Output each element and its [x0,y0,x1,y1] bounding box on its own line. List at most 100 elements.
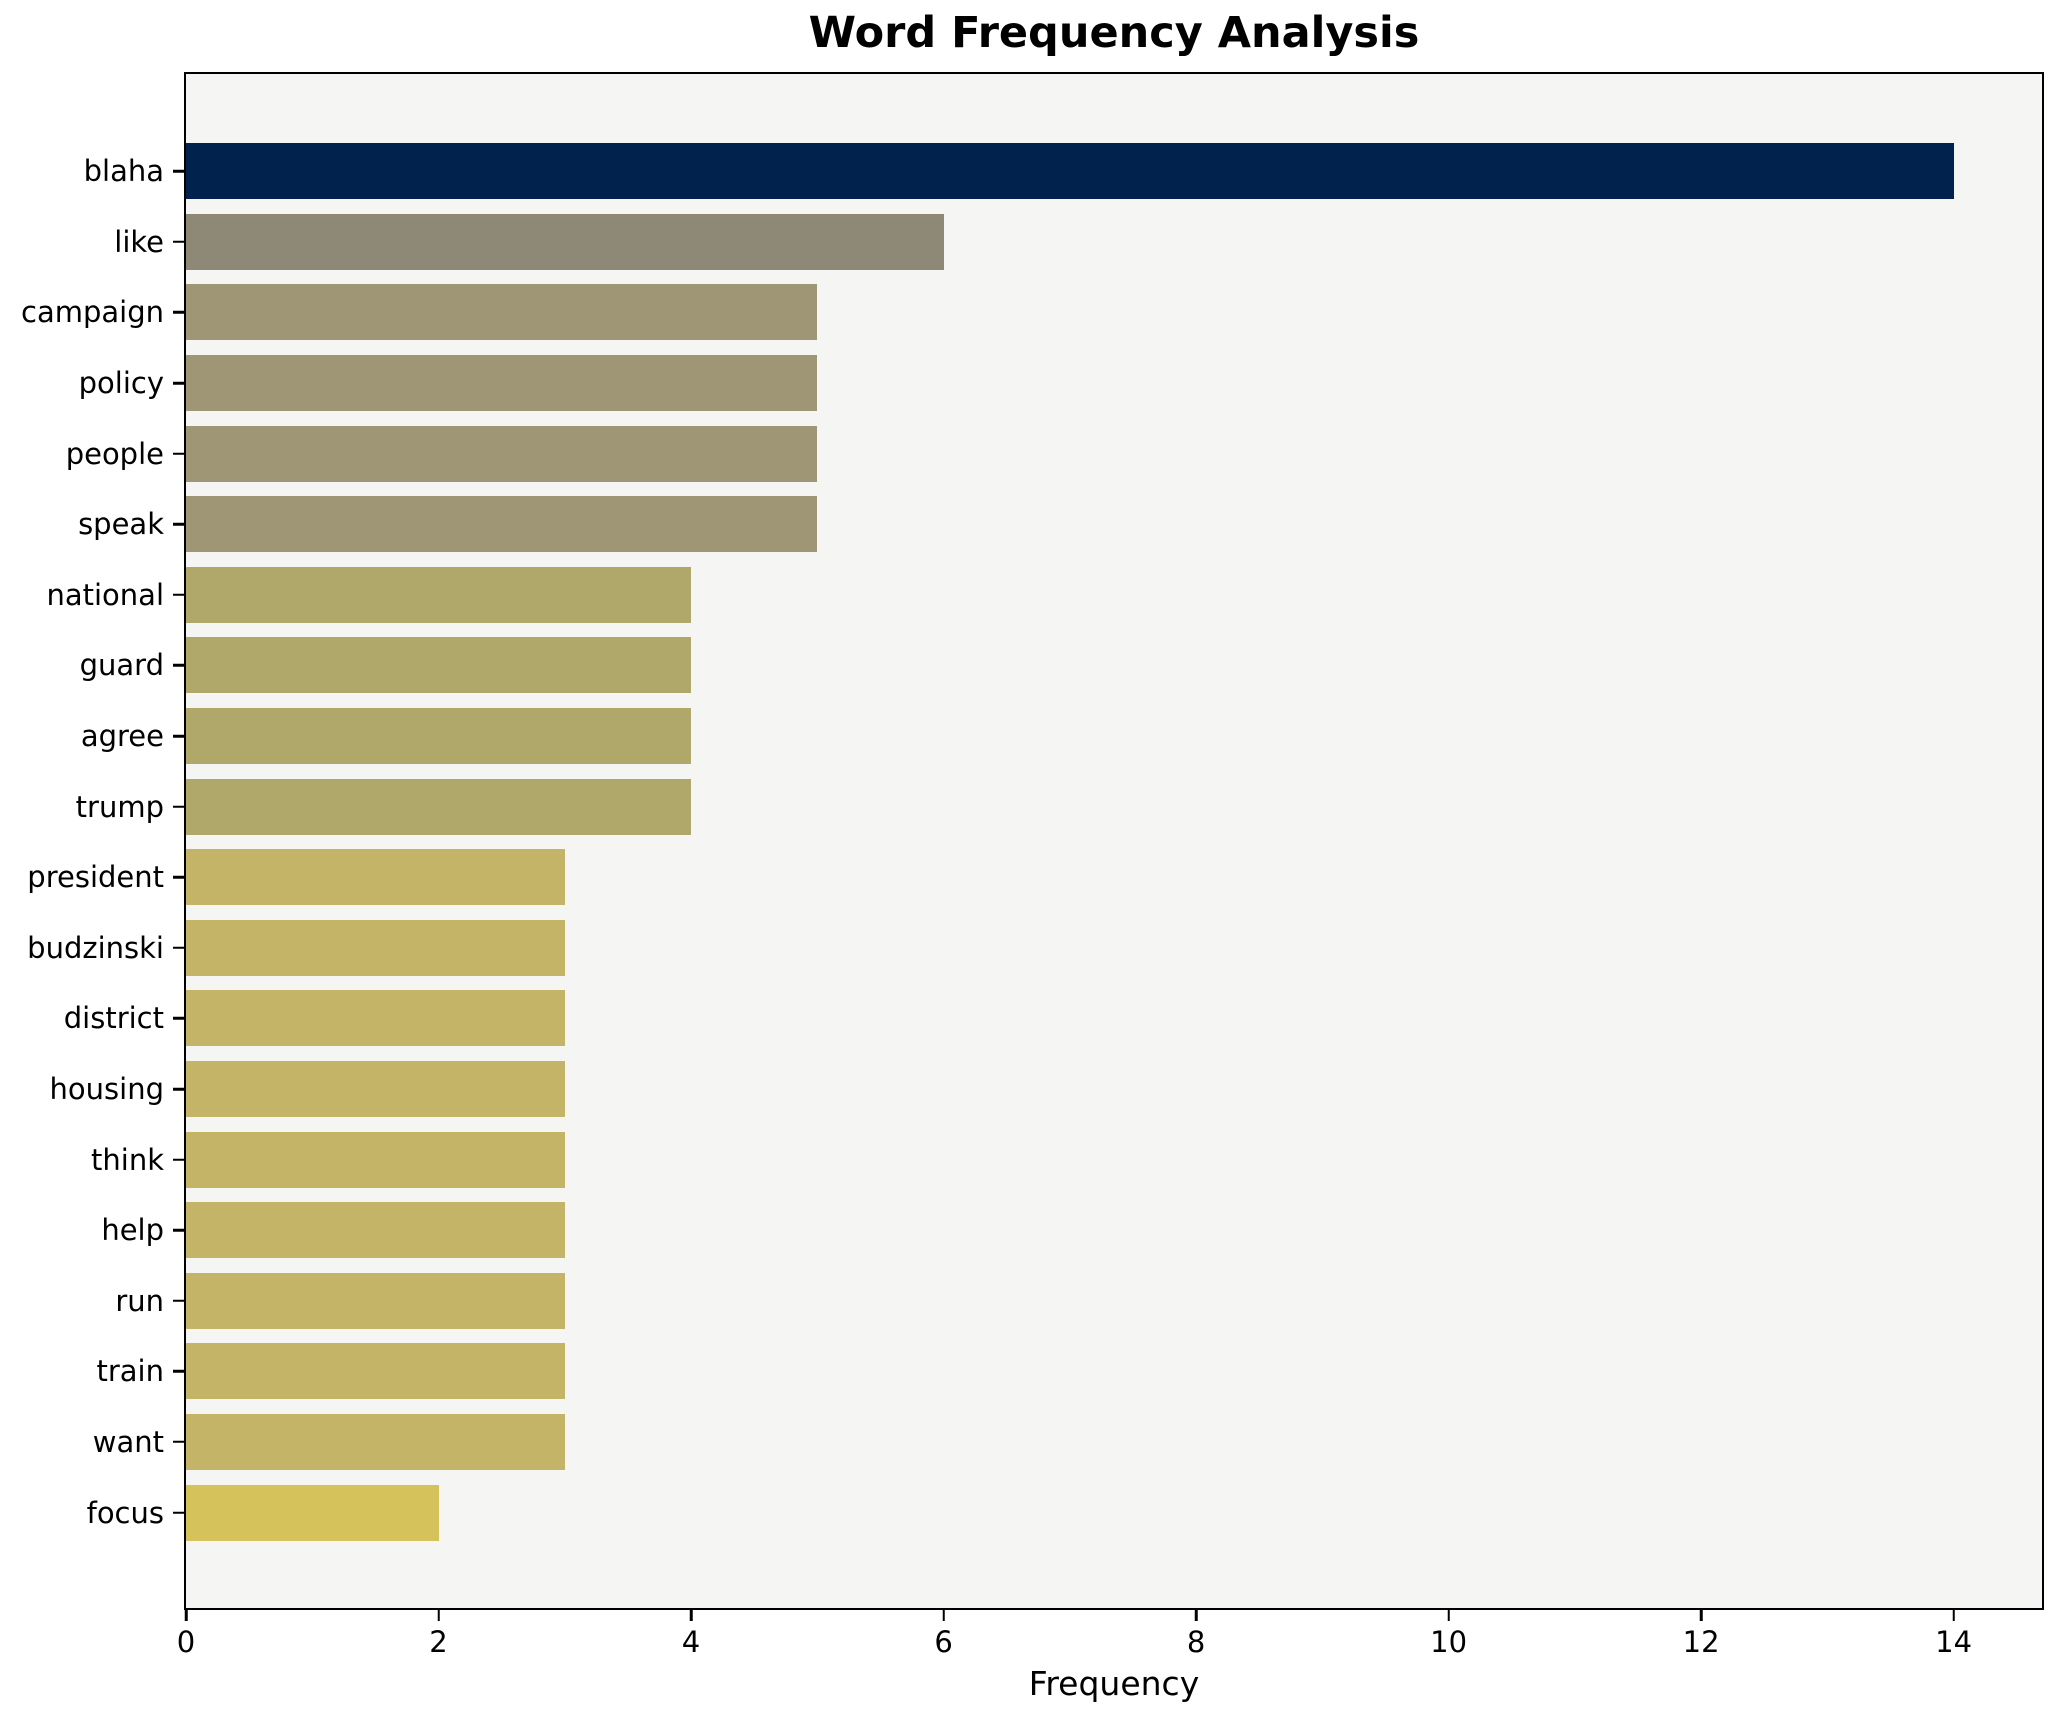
frequency-bar [186,849,565,906]
frequency-bar [186,1343,565,1400]
y-category-label: national [46,577,164,612]
frequency-bar [186,1131,565,1188]
bar-row: trump [76,771,2042,842]
bar-row: agree [81,701,2042,772]
frequency-bar [186,637,692,694]
bar-row: national [46,560,2042,631]
frequency-bar [186,425,818,482]
y-category-label: think [91,1142,164,1177]
y-category-label: policy [78,366,164,401]
frequency-bar [186,355,818,412]
frequency-bar [186,213,944,270]
bar-row: guard [80,630,2042,701]
y-category-label: district [63,1001,164,1036]
y-category-label: trump [75,789,164,824]
y-category-label: like [114,224,164,259]
bar-row: people [66,418,2042,489]
y-tick-mark [173,1087,184,1091]
y-tick-mark [173,1228,184,1232]
bar-row: want [93,1407,2042,1478]
bar-row: budzinski [27,913,2042,984]
x-tick-label: 0 [176,1625,196,1659]
bar-row: president [27,842,2042,913]
bar-row: think [91,1124,2042,1195]
x-tick-label: 14 [1935,1625,1973,1659]
y-category-label: help [101,1213,164,1248]
y-category-label: people [65,436,164,471]
x-tick-mark [1194,1610,1198,1621]
frequency-bar [186,1202,565,1259]
y-category-label: run [115,1283,164,1318]
x-tick-label: 4 [681,1625,701,1659]
x-tick-label: 6 [934,1625,953,1659]
y-tick-mark [173,381,184,385]
x-tick-mark [689,1610,693,1621]
frequency-bar [186,708,692,765]
y-tick-mark [173,946,184,950]
y-tick-mark [173,664,184,667]
y-tick-mark [173,1017,184,1020]
y-category-label: president [27,860,164,895]
y-category-label: blaha [83,154,164,189]
frequency-bar [186,1484,439,1541]
x-tick-mark [437,1610,440,1621]
x-tick-mark [942,1610,945,1621]
y-tick-mark [173,311,184,314]
frequency-bar [186,1272,565,1329]
x-tick-mark [184,1610,188,1621]
y-tick-mark [173,1370,184,1373]
bar-row: help [101,1195,2042,1266]
bar-row: campaign [21,277,2042,348]
frequency-bar [186,919,565,976]
frequency-bar [186,1413,565,1470]
y-tick-mark [173,1158,184,1161]
bars-layer: blaha like campaign policy people speak … [21,136,2042,1548]
x-axis-label: Frequency [1028,1664,1200,1703]
bar-row: focus [87,1477,2042,1548]
bar-row: like [114,207,2042,278]
y-tick-mark [173,875,184,879]
y-tick-mark [173,805,184,808]
y-category-label: budzinski [27,930,164,965]
x-tick-label: 8 [1186,1625,1206,1659]
frequency-bar [186,143,1954,200]
y-tick-mark [173,1511,184,1514]
y-tick-mark [173,1440,184,1444]
frequency-bar [186,990,565,1047]
y-category-label: housing [49,1072,164,1107]
x-tick-mark [1447,1610,1450,1621]
frequency-bar [186,284,818,341]
x-tick-label: 2 [429,1625,448,1659]
plot-area: blaha like campaign policy people speak … [21,72,2044,1659]
bar-row: run [115,1266,2042,1337]
bar-row: speak [78,489,2042,560]
y-tick-mark [173,734,184,738]
y-category-label: speak [78,507,164,542]
y-tick-mark [173,452,184,455]
frequency-bar [186,566,692,623]
bar-row: district [64,983,2042,1054]
chart-title: Word Frequency Analysis [808,8,1420,58]
y-category-label: campaign [21,295,164,330]
bar-row: housing [50,1054,2042,1125]
x-tick-label: 10 [1430,1625,1468,1659]
frequency-bar [186,778,692,835]
bar-row: train [96,1336,2042,1407]
y-tick-mark [173,170,184,173]
y-tick-mark [173,1299,184,1303]
bar-row: policy [79,348,2042,419]
y-category-label: agree [80,719,164,754]
y-tick-mark [173,240,184,244]
x-tick-mark [1952,1610,1955,1621]
x-tick-label: 12 [1682,1625,1720,1659]
bar-row: blaha [84,136,2042,207]
frequency-bar [186,496,818,553]
y-category-label: guard [79,648,164,683]
y-category-label: train [96,1354,164,1389]
y-tick-mark [173,523,184,526]
y-category-label: focus [86,1495,164,1530]
y-category-label: want [92,1424,164,1459]
frequency-bar [186,1061,565,1118]
y-tick-mark [173,593,184,597]
